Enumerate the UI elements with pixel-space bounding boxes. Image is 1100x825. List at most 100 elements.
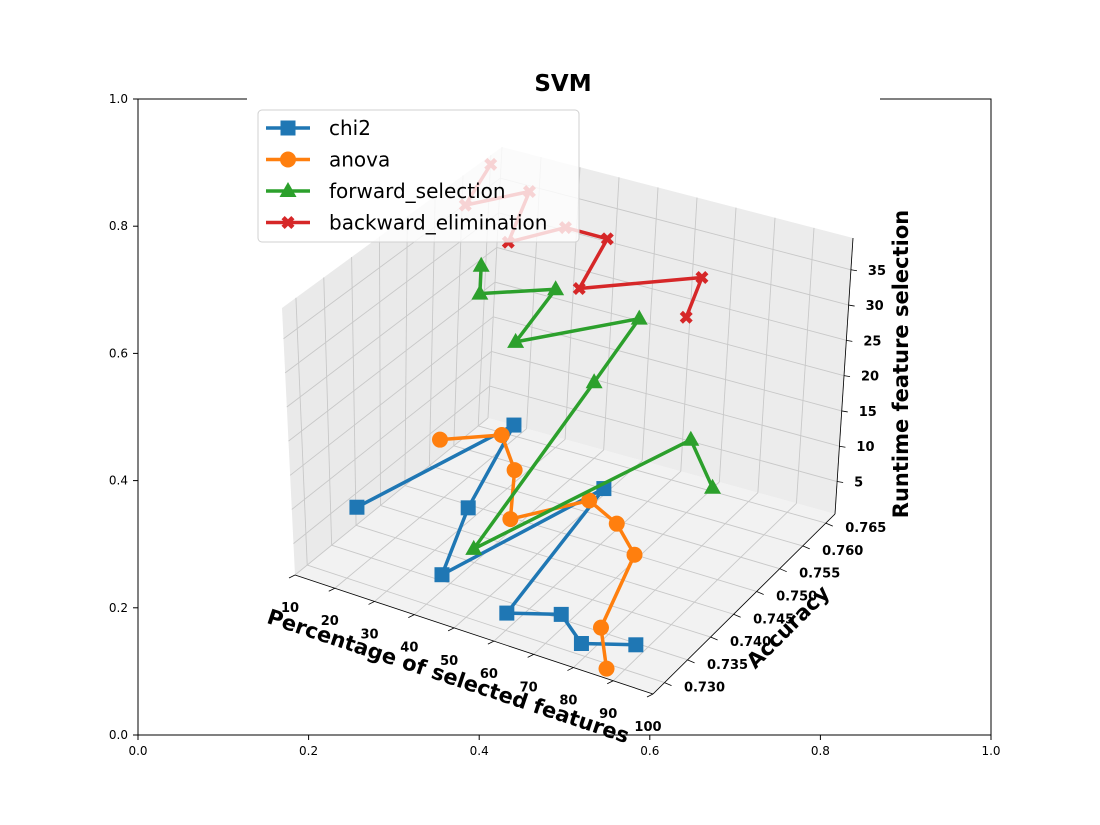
x-tick-mark bbox=[567, 667, 574, 671]
chart-title: SVM bbox=[534, 71, 591, 97]
data-point-backward_elimination bbox=[572, 282, 586, 296]
data-point-chi2 bbox=[349, 499, 365, 515]
y-tick-label: 0.760 bbox=[822, 544, 863, 559]
z-tick-mark bbox=[843, 375, 851, 378]
background-y-tick-label: 0.4 bbox=[109, 474, 128, 488]
data-point-forward_selection bbox=[507, 332, 525, 348]
data-point-anova bbox=[432, 431, 449, 448]
background-y-tick-label: 0.2 bbox=[109, 601, 128, 615]
grid-line-y-floor bbox=[429, 465, 780, 570]
grid-line-z bbox=[293, 385, 838, 544]
z-tick-mark bbox=[837, 481, 844, 483]
y-tick-mark bbox=[825, 522, 833, 527]
data-point-chi2 bbox=[553, 606, 569, 622]
y-tick-mark bbox=[687, 659, 695, 664]
z-tick-label: 15 bbox=[859, 405, 877, 420]
background-x-tick-label: 0.0 bbox=[128, 744, 147, 758]
data-point-chi2 bbox=[506, 417, 522, 433]
data-point-forward_selection bbox=[630, 309, 648, 325]
grid-line-z bbox=[291, 350, 840, 510]
background-y-tick-label: 1.0 bbox=[109, 92, 128, 106]
grid-line-y-floor bbox=[478, 425, 826, 524]
data-point-anova bbox=[493, 426, 510, 443]
x-tick-mark bbox=[646, 693, 654, 698]
x-axis-line bbox=[294, 574, 654, 695]
y-tick-label: 0.765 bbox=[845, 521, 886, 536]
grid-line-z bbox=[289, 316, 842, 476]
grid-lines bbox=[283, 146, 854, 695]
x-tick-label: 40 bbox=[400, 641, 418, 656]
x-tick-label: 50 bbox=[440, 654, 458, 669]
data-point-forward_selection bbox=[465, 539, 483, 555]
x-tick-label: 60 bbox=[480, 667, 498, 682]
series-forward_selection bbox=[465, 256, 722, 555]
y-tick-labels: 0.730 0.735 0.740 0.745 0.750 0.755 0.760 0.765 bbox=[664, 521, 886, 696]
y-tick-mark bbox=[710, 636, 718, 641]
grid-line-y-floor bbox=[331, 544, 688, 661]
y-tick-mark bbox=[802, 545, 810, 550]
x-tick-label: 100 bbox=[634, 720, 661, 735]
x-tick-label: 90 bbox=[599, 707, 617, 722]
legend: chi2 anova forward_selection backward_elimi… bbox=[257, 109, 580, 243]
background-x-tick-label: 1.0 bbox=[981, 744, 1000, 758]
legend-label: anova bbox=[329, 148, 390, 172]
grid-line-y-floor bbox=[380, 505, 734, 615]
x-tick-labels: 10 20 30 40 50 60 70 80 90 100 bbox=[281, 574, 662, 735]
x-tick-label: 10 bbox=[281, 601, 299, 616]
data-point-anova bbox=[506, 462, 523, 479]
data-point-forward_selection bbox=[704, 478, 722, 494]
legend-label: chi2 bbox=[329, 116, 371, 140]
legend-entry-forward_selection: forward_selection bbox=[266, 179, 506, 203]
series-layer bbox=[349, 157, 722, 677]
data-point-chi2 bbox=[434, 567, 450, 583]
data-point-forward_selection bbox=[547, 280, 565, 296]
legend-entry-chi2: chi2 bbox=[266, 116, 371, 140]
x-tick-label: 20 bbox=[321, 614, 339, 629]
legend-box bbox=[257, 109, 580, 243]
z-tick-label: 5 bbox=[854, 476, 863, 491]
data-point-anova bbox=[608, 515, 625, 532]
x-tick-mark bbox=[607, 680, 614, 685]
x-tick-mark bbox=[288, 574, 296, 579]
legend-marker bbox=[280, 151, 296, 168]
data-point-forward_selection bbox=[471, 284, 489, 300]
z-tick-mark bbox=[850, 269, 857, 272]
background-x-ticks: 0.0 0.2 0.4 0.6 0.8 1.0 bbox=[128, 735, 1001, 758]
y-tick-mark bbox=[756, 591, 764, 595]
z-tick-label: 20 bbox=[861, 370, 879, 385]
legend-label: forward_selection bbox=[329, 179, 506, 203]
title-mask bbox=[247, 96, 880, 102]
x-tick-mark bbox=[408, 614, 415, 619]
background-x-tick-label: 0.6 bbox=[640, 744, 659, 758]
data-point-chi2 bbox=[573, 636, 589, 652]
data-point-backward_elimination bbox=[679, 310, 693, 324]
background-x-tick-label: 0.2 bbox=[299, 744, 318, 758]
background-y-tick-label: 0.8 bbox=[109, 219, 128, 233]
x-tick-label: 70 bbox=[520, 680, 538, 695]
data-point-forward_selection bbox=[585, 373, 603, 389]
y-tick-mark bbox=[664, 682, 672, 686]
floor-pane bbox=[295, 418, 835, 694]
background-axes: 0.0 0.2 0.4 0.6 0.8 1.0 0.0 0.2 0.4 0.6 0.8 1.0 bbox=[109, 92, 1001, 758]
data-point-forward_selection bbox=[472, 256, 490, 272]
data-point-anova bbox=[502, 511, 519, 528]
legend-marker bbox=[281, 216, 295, 229]
background-y-ticks: 0.0 0.2 0.4 0.6 0.8 1.0 bbox=[109, 92, 138, 742]
data-point-anova bbox=[626, 546, 643, 563]
x-tick-mark bbox=[368, 601, 375, 605]
y-tick-label: 0.750 bbox=[776, 589, 817, 604]
z-tick-mark bbox=[848, 304, 855, 307]
grid-line-x-floor bbox=[612, 503, 797, 682]
z-tick-mark bbox=[841, 410, 848, 413]
data-point-forward_selection bbox=[682, 430, 700, 446]
y-tick-mark bbox=[779, 568, 787, 573]
series-anova bbox=[432, 426, 643, 677]
data-point-chi2 bbox=[460, 500, 476, 516]
x-tick-mark bbox=[487, 640, 495, 645]
x-tick-mark bbox=[328, 587, 335, 592]
legend-entry-anova: anova bbox=[266, 148, 390, 172]
x-tick-label: 80 bbox=[559, 694, 577, 709]
data-point-anova bbox=[598, 660, 615, 677]
legend-label: backward_elimination bbox=[329, 211, 547, 235]
